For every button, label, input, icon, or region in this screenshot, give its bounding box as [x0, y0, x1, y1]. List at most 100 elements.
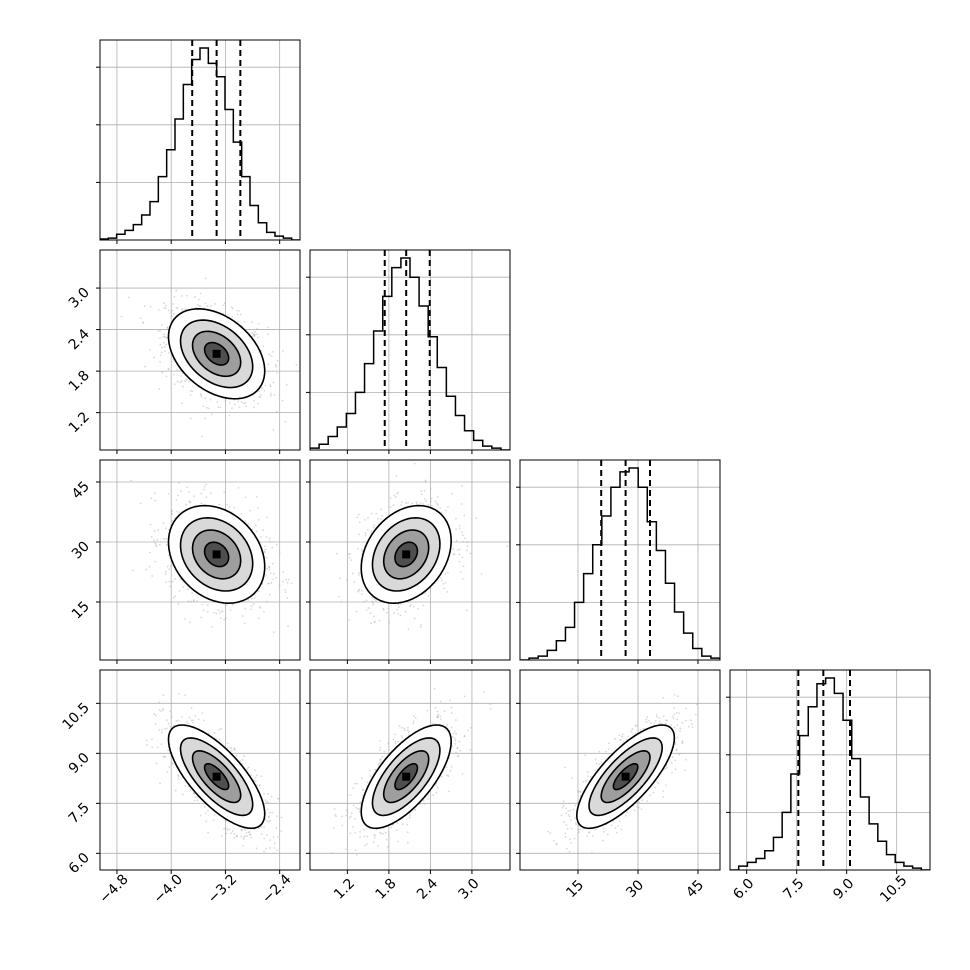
scatter-point — [161, 346, 163, 349]
scatter-point — [130, 479, 133, 482]
scatter-point — [268, 565, 270, 568]
scatter-point — [462, 565, 465, 568]
scatter-point — [413, 715, 415, 718]
scatter-point — [170, 715, 173, 718]
scatter-point — [351, 572, 354, 575]
scatter-point — [213, 814, 216, 816]
scatter-point — [257, 322, 260, 325]
scatter-point — [189, 389, 192, 392]
scatter-point — [225, 832, 228, 835]
scatter-point — [278, 798, 281, 800]
scatter-point — [364, 534, 367, 536]
scatter-point — [174, 578, 177, 580]
scatter-point — [244, 520, 247, 522]
scatter-point — [275, 543, 278, 546]
scatter-point — [164, 350, 167, 353]
scatter-point — [212, 819, 215, 822]
histogram-panel — [729, 669, 931, 871]
scatter-point — [168, 568, 170, 571]
scatter-point — [392, 738, 395, 741]
contour-line — [167, 724, 266, 830]
scatter-point — [461, 531, 463, 533]
scatter-point — [266, 326, 269, 329]
contour-line — [191, 529, 242, 580]
scatter-point — [424, 480, 427, 483]
scatter-point — [254, 780, 257, 782]
scatter-point — [160, 324, 163, 326]
scatter-point — [262, 345, 265, 348]
scatter-point — [231, 830, 234, 833]
scatter-point — [255, 495, 258, 498]
scatter-point — [407, 628, 410, 631]
scatter-point — [150, 535, 153, 538]
scatter-point — [356, 782, 359, 785]
scatter-point — [127, 296, 130, 299]
scatter-point — [224, 400, 227, 403]
scatter-point — [167, 749, 170, 752]
scatter-point — [446, 723, 449, 726]
scatter-point — [204, 302, 207, 305]
scatter-point — [252, 334, 255, 336]
scatter-point — [290, 582, 293, 585]
scatter-point — [348, 619, 351, 622]
scatter-point — [233, 747, 236, 750]
scatter-point — [401, 736, 404, 739]
scatter-point — [219, 406, 222, 409]
scatter-point — [406, 823, 409, 826]
scatter-point — [145, 739, 148, 742]
scatter-point — [461, 577, 464, 580]
scatter-point — [436, 716, 439, 718]
scatter-point — [175, 306, 178, 309]
scatter-point — [360, 589, 363, 592]
scatter-point — [222, 304, 225, 307]
panel-frame — [99, 669, 301, 871]
scatter-point — [400, 504, 402, 506]
scatter-point — [278, 551, 281, 554]
scatter-point — [153, 356, 155, 359]
scatter-point — [175, 720, 178, 722]
scatter-point — [202, 609, 205, 611]
scatter-point — [275, 365, 278, 368]
scatter-point — [434, 784, 437, 787]
scatter-point — [178, 692, 180, 695]
scatter-point — [165, 581, 167, 584]
scatter-point — [176, 369, 178, 372]
scatter-point — [443, 587, 445, 590]
scatter-point — [420, 493, 423, 496]
scatter-point — [163, 307, 166, 309]
scatter-point — [455, 517, 457, 520]
scatter-point — [254, 769, 256, 772]
scatter-point — [409, 814, 411, 817]
scatter-point — [335, 552, 338, 555]
scatter-point — [193, 792, 196, 795]
scatter-point — [221, 610, 224, 613]
scatter-point — [373, 620, 376, 623]
scatter-point — [174, 595, 177, 598]
x-tick-label: 10.5 — [877, 872, 910, 905]
scatter-point — [372, 526, 375, 529]
scatter-point — [215, 612, 218, 615]
scatter-point — [246, 835, 249, 838]
scatter-point — [193, 296, 196, 298]
scatter-point — [419, 625, 422, 628]
scatter-point — [177, 719, 180, 722]
histogram-panel — [309, 249, 511, 451]
scatter-point — [355, 853, 358, 856]
scatter-point — [228, 414, 231, 417]
scatter-point — [247, 831, 250, 834]
scatter-point — [188, 500, 191, 503]
scatter-point — [415, 501, 418, 503]
scatter-point — [170, 512, 173, 515]
contour-line — [203, 341, 230, 366]
scatter-point — [156, 538, 159, 541]
scatter-point — [452, 735, 454, 738]
scatter-point — [139, 317, 142, 320]
scatter-point — [350, 559, 353, 562]
scatter-point — [263, 551, 266, 553]
scatter-point — [226, 747, 229, 749]
scatter-point — [229, 746, 232, 749]
panel-frame — [309, 249, 511, 451]
scatter-point — [165, 336, 168, 339]
scatter-point — [389, 497, 392, 500]
scatter-point — [267, 333, 270, 335]
